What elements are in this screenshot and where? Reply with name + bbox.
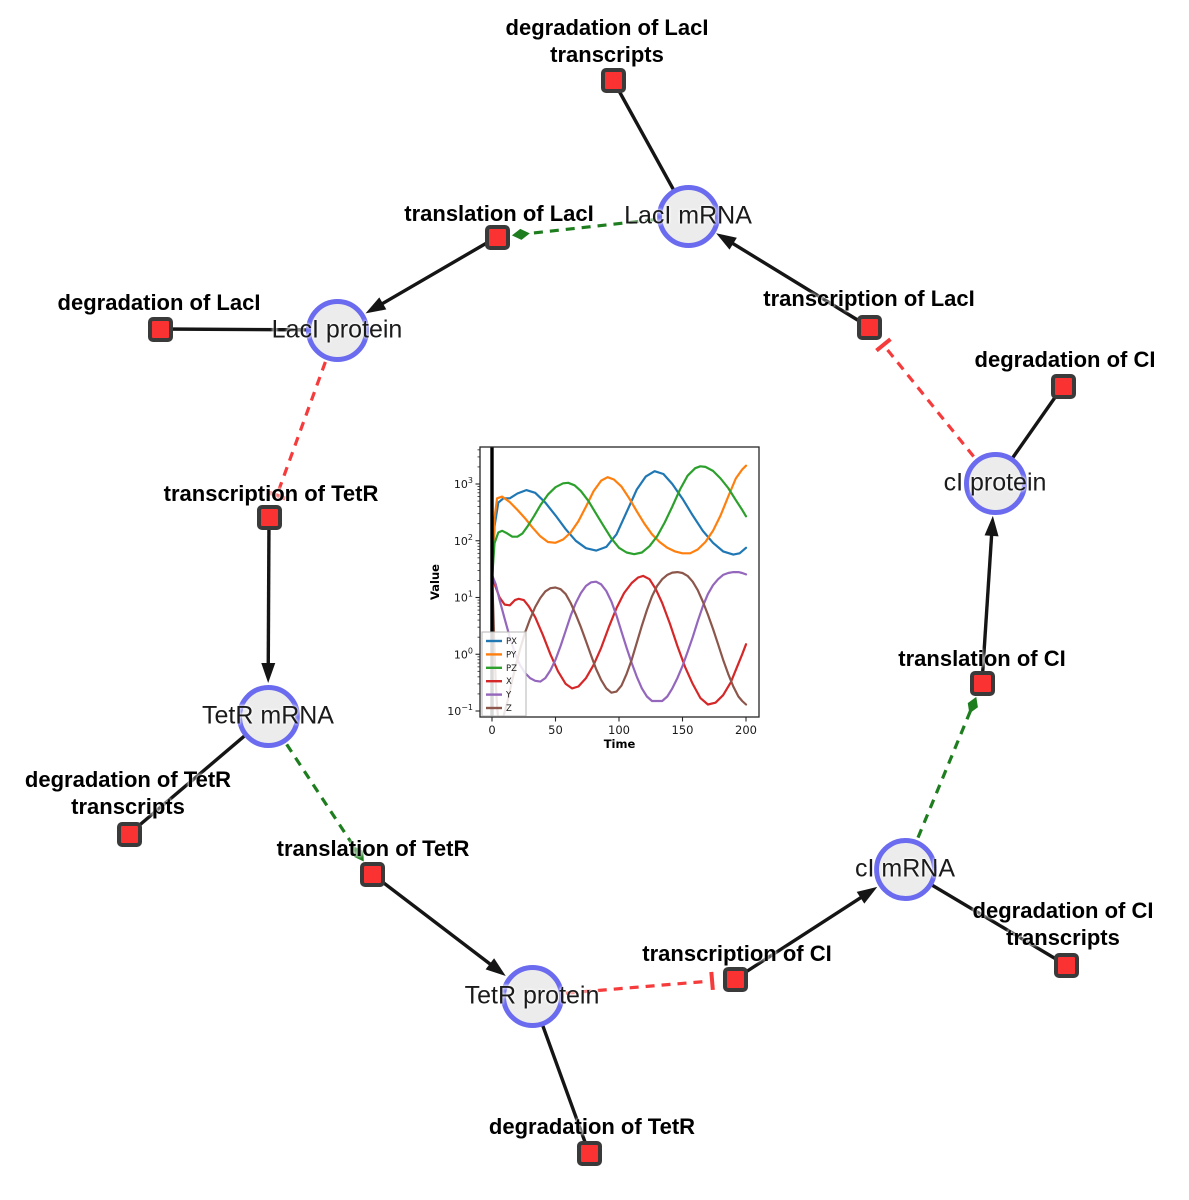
arrowhead-icon (485, 958, 506, 976)
arrowhead-icon (365, 297, 387, 314)
inhibition-line (884, 346, 975, 458)
reaction-node-deg_tetr_tx[interactable] (116, 821, 142, 847)
production-line (266, 516, 271, 676)
species-node-ci_protein[interactable] (963, 451, 1027, 515)
edge-tetr_mrna-tl_tetr-modifier (285, 743, 364, 862)
x-tick-label: 150 (672, 723, 694, 737)
tbar-inhibitor-icon (709, 971, 715, 991)
reaction-node-tr_tetr[interactable] (256, 504, 282, 530)
y-tick-label: 102 (454, 533, 473, 548)
reaction-node-deg_laci[interactable] (147, 316, 173, 342)
series-line-X (490, 573, 748, 706)
series-X (490, 573, 748, 706)
arrowhead-icon (856, 886, 878, 904)
reaction-node-deg_ci_tx[interactable] (1053, 952, 1079, 978)
edge-tr_tetr-tetr_mrna-production (261, 516, 276, 684)
y-axis: 103 102 101 100 10−1 Value (428, 449, 480, 718)
modifier-line (916, 710, 973, 839)
reaction-node-tr_laci[interactable] (856, 314, 882, 340)
reaction-node-tr_ci[interactable] (722, 966, 748, 992)
inset-chart-svg: 0 50 100 150 200Time10310210110010−1ValuePXP… (428, 446, 760, 751)
edge-tl_laci-laci_protein-production (365, 235, 498, 314)
legend-label-Y: Y (505, 691, 512, 701)
chart-legend: PX PY PZ XYZ (481, 631, 527, 717)
production-line (734, 889, 872, 981)
arrowhead-icon (716, 233, 737, 250)
diamond-arrowhead-icon (353, 846, 364, 862)
reaction-node-tl_tetr[interactable] (359, 861, 385, 887)
x-tick-label: 50 (548, 723, 563, 737)
x-tick-label: 0 (488, 723, 495, 737)
diamond-arrowhead-icon (967, 696, 978, 714)
y-tick-label: 101 (454, 590, 473, 605)
production-line (370, 872, 501, 973)
legend-label-X: X (506, 677, 512, 687)
reaction-node-tl_laci[interactable] (484, 224, 510, 250)
series-line-Y (490, 571, 748, 703)
edge-tl_tetr-tetr_protein-production (370, 872, 506, 976)
modifier-line (285, 743, 357, 850)
x-tick-label: 100 (608, 723, 630, 737)
edge-tr_ci-ci_mrna-production (734, 886, 878, 981)
edge-tl_ci-ci_protein-production (980, 515, 999, 684)
species-node-tetr_protein[interactable] (500, 964, 564, 1028)
modifier-line (526, 218, 655, 236)
edge-tetr_protein-tr_ci-inhibition (565, 971, 715, 995)
production-line (980, 523, 995, 684)
legend-frame (481, 631, 527, 717)
series-line-PZ (490, 465, 748, 582)
reaction-node-tl_ci[interactable] (969, 670, 995, 696)
series-Y (490, 571, 748, 703)
x-axis: 0 50 100 150 200 Time (488, 717, 757, 751)
series-line-PY (490, 464, 748, 582)
species-node-tetr_mrna[interactable] (236, 684, 300, 748)
legend-label-PX: PX (506, 637, 517, 647)
y-tick-label: 100 (454, 646, 473, 661)
y-tick-label: 103 (454, 476, 473, 491)
x-tick-label: 200 (735, 723, 757, 737)
species-node-ci_mrna[interactable] (873, 837, 937, 901)
y-axis-label: Value (428, 564, 442, 600)
series-PZ (490, 465, 748, 582)
production-line (371, 235, 498, 311)
y-tick-label: 10−1 (447, 703, 473, 718)
series-PX (490, 470, 748, 582)
reaction-node-deg_tetr[interactable] (576, 1140, 602, 1166)
species-node-laci_mrna[interactable] (656, 184, 720, 248)
inset-chart: 0 50 100 150 200 Time 103 102 101 100 10−1 Value PX P… (425, 435, 770, 765)
tbar-inhibitor-icon (875, 337, 892, 353)
edge-ci_mrna-tl_ci-modifier (916, 696, 978, 839)
legend-label-PY: PY (506, 650, 517, 660)
edge-laci_protein-tr_tetr-inhibition (267, 361, 327, 501)
inhibition-line (565, 979, 709, 995)
inhibition-line (276, 361, 327, 493)
arrowhead-icon (984, 515, 999, 537)
edge-laci_mrna-tl_laci-modifier (511, 218, 655, 240)
series-PY (490, 464, 748, 582)
arrowhead-icon (261, 662, 276, 684)
reaction-node-deg_laci_tx[interactable] (600, 67, 626, 93)
legend-label-Z: Z (506, 704, 512, 714)
tbar-inhibitor-icon (267, 490, 287, 501)
edge-tr_laci-laci_mrna-production (716, 233, 870, 329)
reaction-node-deg_ci[interactable] (1050, 373, 1076, 399)
series-line-PX (490, 470, 748, 582)
diamond-arrowhead-icon (511, 228, 530, 240)
edge-ci_protein-tr_laci-inhibition (875, 337, 975, 458)
legend-label-PZ: PZ (506, 664, 517, 674)
species-node-laci_protein[interactable] (305, 298, 369, 362)
production-line (722, 235, 870, 329)
x-axis-label: Time (604, 737, 636, 751)
